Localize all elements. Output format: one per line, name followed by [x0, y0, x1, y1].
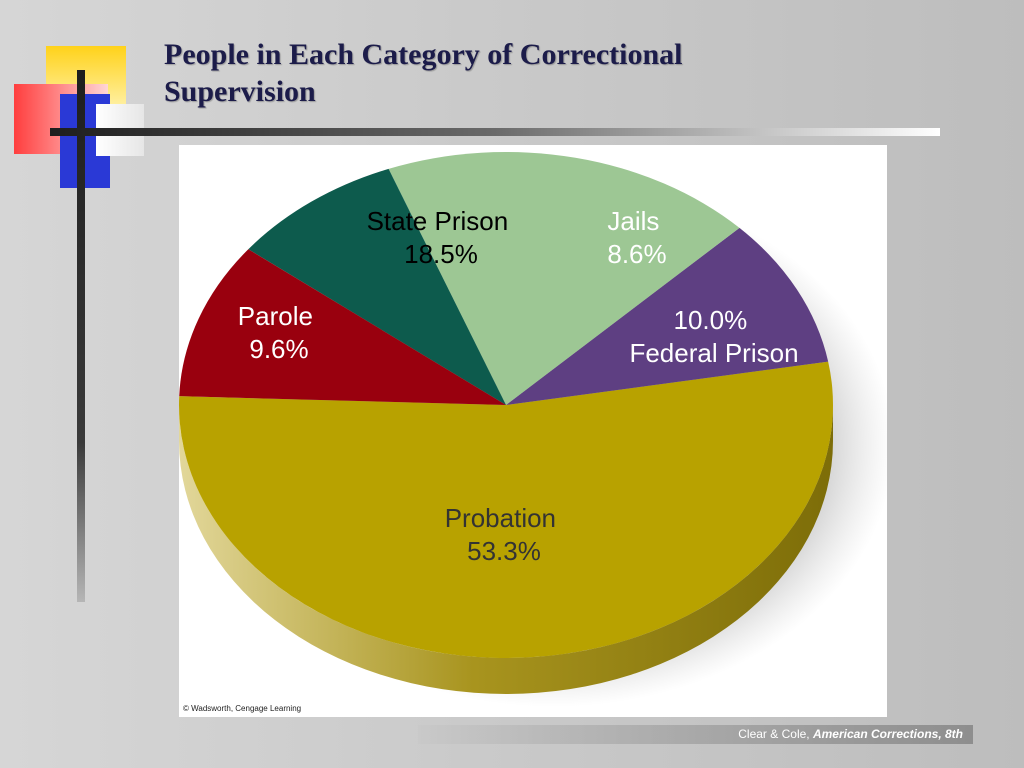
pie-slice-parole [506, 227, 829, 405]
chart-panel: State Prison 18.5% Jails 8.6% Parole 9.6… [179, 145, 887, 717]
decor-horizontal-line [50, 128, 940, 136]
copyright-credit: © Wadsworth, Cengage Learning [183, 704, 302, 713]
pie-slice-probation [179, 361, 833, 659]
label-jails: Jails 8.6% [607, 206, 666, 269]
footer-bar: Clear & Cole, American Corrections, 8th [418, 725, 973, 744]
pie-chart: State Prison 18.5% Jails 8.6% Parole 9.6… [179, 152, 887, 707]
pie-slice-federal-prison [179, 249, 506, 405]
pie-slice-jails [248, 168, 506, 405]
label-probation: Probation 53.3% [445, 503, 564, 566]
label-state-prison: State Prison 18.5% [367, 206, 516, 269]
pie-slice-state-prison [388, 152, 740, 405]
footer-author: Clear & Cole, [738, 727, 813, 741]
decor-vertical-line [77, 70, 85, 602]
label-federal-prison: 10.0% Federal Prison [629, 305, 798, 368]
footer-citation: Clear & Cole, American Corrections, 8th [738, 727, 963, 741]
label-parole: Parole 9.6% [238, 301, 320, 364]
footer-book-title: American Corrections, 8th [812, 727, 963, 741]
slide-title: People in Each Category of Correctional … [164, 38, 683, 108]
